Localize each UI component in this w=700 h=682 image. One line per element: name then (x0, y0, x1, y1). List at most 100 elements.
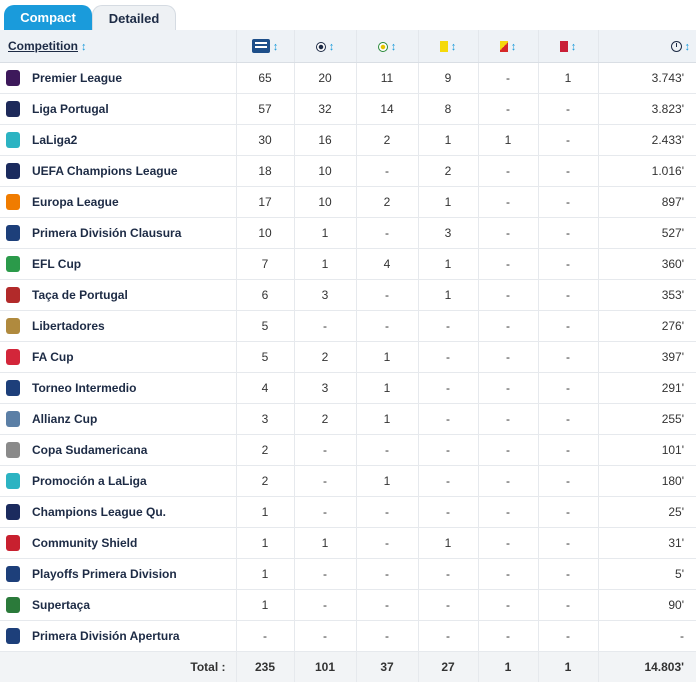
red-cards-cell: - (538, 435, 598, 466)
total-label: Total : (0, 652, 236, 682)
competition-cell: Champions League Qu. (0, 497, 236, 528)
tab-detailed[interactable]: Detailed (92, 5, 176, 30)
sort-icon[interactable]: ↕ (571, 41, 577, 53)
sort-icon[interactable]: ↕ (511, 41, 517, 53)
competition-cell: Promoción a LaLiga (0, 466, 236, 497)
appearances-cell: 10 (236, 218, 294, 249)
tab-compact[interactable]: Compact (4, 5, 92, 30)
promocion-laliga-logo-icon (6, 473, 20, 489)
sort-icon[interactable]: ↕ (391, 41, 397, 53)
competition-name-link[interactable]: Supertaça (32, 598, 90, 612)
competition-name-link[interactable]: FA Cup (32, 350, 74, 364)
minutes-cell: 360' (598, 249, 696, 280)
supertaca-logo-icon (6, 597, 20, 613)
competition-name-link[interactable]: LaLiga2 (32, 133, 77, 147)
competition-name-link[interactable]: UEFA Champions League (32, 164, 178, 178)
goals-cell: 16 (294, 125, 356, 156)
competition-cell: FA Cup (0, 342, 236, 373)
competition-name-link[interactable]: Playoffs Primera Division (32, 567, 177, 581)
goals-cell: 1 (294, 218, 356, 249)
assists-column-header[interactable]: ↕ (356, 30, 418, 63)
appearances-column-header[interactable]: ↕ (236, 30, 294, 63)
assists-cell: 11 (356, 63, 418, 94)
competition-column-header[interactable]: Competition↕ (0, 30, 236, 63)
second-yellow-column-header[interactable]: ↕ (478, 30, 538, 63)
red-card-icon (560, 41, 568, 52)
competition-name-link[interactable]: Primera División Apertura (32, 629, 180, 643)
goals-column-header[interactable]: ↕ (294, 30, 356, 63)
competition-name-link[interactable]: EFL Cup (32, 257, 81, 271)
second-yellow-cell: - (478, 94, 538, 125)
goals-cell: - (294, 466, 356, 497)
appearances-icon (252, 39, 270, 53)
second-yellow-cell: - (478, 342, 538, 373)
yellow-cards-cell: - (418, 342, 478, 373)
competition-name-link[interactable]: Community Shield (32, 536, 137, 550)
yellow-cards-cell: 1 (418, 249, 478, 280)
competition-cell: Playoffs Primera Division (0, 559, 236, 590)
yellow-cards-column-header[interactable]: ↕ (418, 30, 478, 63)
goals-cell: 10 (294, 187, 356, 218)
copa-sudamericana-logo-icon (6, 442, 20, 458)
table-row: Champions League Qu.1-----25' (0, 497, 696, 528)
competition-cell: Allianz Cup (0, 404, 236, 435)
competition-name-link[interactable]: Allianz Cup (32, 412, 97, 426)
competition-name-link[interactable]: Taça de Portugal (32, 288, 128, 302)
yellow-cards-cell: - (418, 404, 478, 435)
appearances-cell: 17 (236, 187, 294, 218)
sort-icon[interactable]: ↕ (685, 41, 691, 53)
yellow-card-icon (440, 41, 448, 52)
minutes-cell: 31' (598, 528, 696, 559)
red-cards-column-header[interactable]: ↕ (538, 30, 598, 63)
sort-icon[interactable]: ↕ (81, 41, 87, 53)
competition-name-link[interactable]: Libertadores (32, 319, 105, 333)
table-header-row: Competition↕ ↕ ↕ ↕ ↕ ↕ ↕ ↕ (0, 30, 696, 63)
red-cards-cell: - (538, 466, 598, 497)
total-goals: 101 (294, 652, 356, 682)
competition-cell: Premier League (0, 63, 236, 94)
taca-de-portugal-logo-icon (6, 287, 20, 303)
playoffs-primera-division-logo-icon (6, 566, 20, 582)
goals-cell: 20 (294, 63, 356, 94)
competition-name-link[interactable]: Torneo Intermedio (32, 381, 136, 395)
second-yellow-cell: - (478, 249, 538, 280)
competition-name-link[interactable]: Primera División Clausura (32, 226, 181, 240)
red-cards-cell: - (538, 125, 598, 156)
competition-name-link[interactable]: Copa Sudamericana (32, 443, 147, 457)
competition-name-link[interactable]: Liga Portugal (32, 102, 109, 116)
yellow-cards-cell: - (418, 435, 478, 466)
competition-name-link[interactable]: Promoción a LaLiga (32, 474, 147, 488)
sort-icon[interactable]: ↕ (451, 41, 457, 53)
yellow-cards-cell: - (418, 466, 478, 497)
minutes-column-header[interactable]: ↕ (598, 30, 696, 63)
competition-name-link[interactable]: Premier League (32, 71, 122, 85)
minutes-cell: 180' (598, 466, 696, 497)
sort-icon[interactable]: ↕ (273, 41, 279, 53)
assists-cell: 4 (356, 249, 418, 280)
allianz-cup-logo-icon (6, 411, 20, 427)
appearances-cell: 65 (236, 63, 294, 94)
competition-name-link[interactable]: Europa League (32, 195, 119, 209)
yellow-cards-cell: - (418, 590, 478, 621)
competition-name-link[interactable]: Champions League Qu. (32, 505, 166, 519)
second-yellow-cell: - (478, 218, 538, 249)
red-cards-cell: - (538, 559, 598, 590)
competition-cell: Europa League (0, 187, 236, 218)
competition-cell: Liga Portugal (0, 94, 236, 125)
table-row: Primera División Apertura------- (0, 621, 696, 652)
sort-icon[interactable]: ↕ (329, 41, 335, 53)
competition-sort-link[interactable]: Competition (8, 39, 78, 53)
competition-cell: Copa Sudamericana (0, 435, 236, 466)
red-cards-cell: 1 (538, 63, 598, 94)
goals-cell: 3 (294, 373, 356, 404)
appearances-cell: 4 (236, 373, 294, 404)
appearances-cell: 2 (236, 435, 294, 466)
competition-cell: Torneo Intermedio (0, 373, 236, 404)
total-second-yellow: 1 (478, 652, 538, 682)
